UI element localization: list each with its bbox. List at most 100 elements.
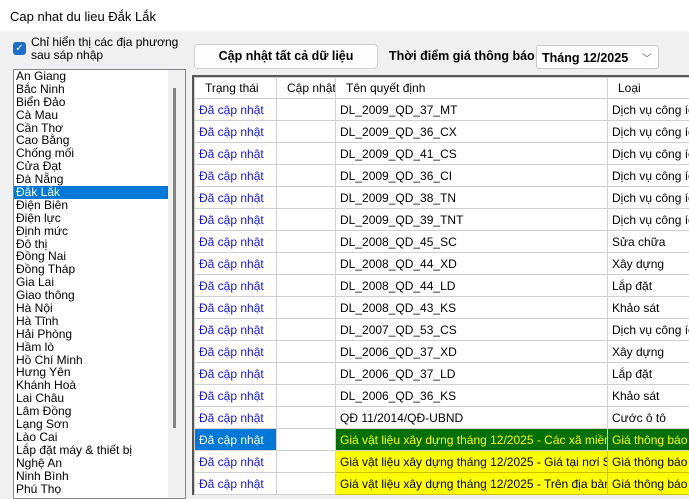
status-cell[interactable]: Đã cập nhật	[195, 473, 277, 495]
name-cell[interactable]: DL_2008_QD_45_SC	[336, 231, 608, 253]
update-cell[interactable]	[277, 143, 336, 165]
filter-checkbox-label[interactable]: Chỉ hiển thị các địa phương sau sáp nhập	[31, 36, 186, 62]
table-row[interactable]: Đã cập nhật Giá vật liệu xây dựng tháng 1…	[195, 473, 689, 495]
table-row[interactable]: Đã cập nhật Giá vật liệu xây dựng tháng 1…	[195, 429, 689, 451]
scrollbar-thumb[interactable]	[173, 88, 176, 428]
status-cell[interactable]: Đã cập nhật	[195, 99, 277, 121]
update-cell[interactable]	[277, 451, 336, 473]
filter-checkbox[interactable]: ✓	[13, 42, 26, 55]
update-cell[interactable]	[277, 231, 336, 253]
type-cell[interactable]: Dịch vụ công ích	[608, 165, 689, 187]
name-cell[interactable]: DL_2009_QD_37_MT	[336, 99, 608, 121]
type-cell[interactable]: Lắp đặt	[608, 275, 689, 297]
province-item[interactable]: Hà Tĩnh	[14, 315, 168, 328]
name-cell[interactable]: DL_2008_QD_44_LD	[336, 275, 608, 297]
type-cell[interactable]: Khảo sát	[608, 385, 689, 407]
type-cell[interactable]: Giá thông báo	[608, 429, 689, 451]
province-item[interactable]: Lào Cai	[14, 431, 168, 444]
province-item[interactable]: Ninh Bình	[14, 470, 168, 483]
type-cell[interactable]: Dịch vụ công ích	[608, 209, 689, 231]
type-cell[interactable]: Cước ô tô	[608, 407, 689, 429]
type-cell[interactable]: Lắp đặt	[608, 363, 689, 385]
name-cell[interactable]: DL_2009_QD_41_CS	[336, 143, 608, 165]
name-cell[interactable]: DL_2006_QD_37_LD	[336, 363, 608, 385]
update-cell[interactable]	[277, 407, 336, 429]
name-cell[interactable]: DL_2008_QD_43_KS	[336, 297, 608, 319]
province-item[interactable]: Điện Biên	[14, 199, 168, 212]
status-cell[interactable]: Đã cập nhật	[195, 209, 277, 231]
status-cell[interactable]: Đã cập nhật	[195, 429, 277, 451]
status-cell[interactable]: Đã cập nhật	[195, 253, 277, 275]
status-cell[interactable]: Đã cập nhật	[195, 319, 277, 341]
update-cell[interactable]	[277, 253, 336, 275]
update-cell[interactable]	[277, 187, 336, 209]
province-item[interactable]: Hầm lò	[14, 341, 168, 354]
update-cell[interactable]	[277, 385, 336, 407]
type-cell[interactable]: Giá thông báo	[608, 473, 689, 495]
type-cell[interactable]: Dịch vụ công ích	[608, 187, 689, 209]
province-item[interactable]: Hà Nội	[14, 302, 168, 315]
type-cell[interactable]: Dịch vụ công ích	[608, 121, 689, 143]
type-cell[interactable]: Dịch vụ công ích	[608, 143, 689, 165]
update-cell[interactable]	[277, 99, 336, 121]
type-cell[interactable]: Dịch vụ công ích	[608, 319, 689, 341]
decision-grid[interactable]: Trạng thái Cập nhật Tên quyết định Loại …	[192, 75, 689, 495]
name-cell[interactable]: Giá vật liệu xây dựng tháng 12/2025 - Gi…	[336, 451, 608, 473]
update-cell[interactable]	[277, 341, 336, 363]
status-cell[interactable]: Đã cập nhật	[195, 341, 277, 363]
province-item[interactable]: Định mức	[14, 225, 168, 238]
name-cell[interactable]: DL_2009_QD_36_CI	[336, 165, 608, 187]
update-cell[interactable]	[277, 165, 336, 187]
name-cell[interactable]: DL_2006_QD_37_XD	[336, 341, 608, 363]
status-cell[interactable]: Đã cập nhật	[195, 121, 277, 143]
column-header-update[interactable]: Cập nhật	[277, 78, 336, 99]
update-cell[interactable]	[277, 209, 336, 231]
province-item[interactable]: Phú Thọ	[14, 483, 168, 496]
status-cell[interactable]: Đã cập nhật	[195, 187, 277, 209]
update-cell[interactable]	[277, 275, 336, 297]
name-cell[interactable]: DL_2009_QD_39_TNT	[336, 209, 608, 231]
column-header-status[interactable]: Trạng thái	[195, 78, 277, 99]
status-cell[interactable]: Đã cập nhật	[195, 297, 277, 319]
province-item[interactable]: An Giang	[14, 70, 168, 83]
name-cell[interactable]: DL_2007_QD_53_CS	[336, 319, 608, 341]
status-cell[interactable]: Đã cập nhật	[195, 143, 277, 165]
province-item[interactable]: Biển Đảo	[14, 96, 168, 109]
province-item[interactable]: Hải Phòng	[14, 328, 168, 341]
province-item[interactable]: Lạng Sơn	[14, 418, 168, 431]
type-cell[interactable]: Xây dựng	[608, 253, 689, 275]
province-item[interactable]: Lắp đặt máy & thiết bị	[14, 444, 168, 457]
type-cell[interactable]: Dịch vụ công ích	[608, 99, 689, 121]
update-cell[interactable]	[277, 319, 336, 341]
update-cell[interactable]	[277, 473, 336, 495]
type-cell[interactable]: Sửa chữa	[608, 231, 689, 253]
name-cell[interactable]: DL_2006_QD_36_KS	[336, 385, 608, 407]
time-select[interactable]: Tháng 12/2025﹀	[536, 45, 659, 69]
update-cell[interactable]	[277, 429, 336, 451]
name-cell[interactable]: DL_2008_QD_44_XD	[336, 253, 608, 275]
name-cell[interactable]: DL_2009_QD_36_CX	[336, 121, 608, 143]
name-cell[interactable]: Giá vật liệu xây dựng tháng 12/2025 - Cá…	[336, 429, 608, 451]
update-cell[interactable]	[277, 121, 336, 143]
name-cell[interactable]: Giá vật liệu xây dựng tháng 12/2025 - Tr…	[336, 473, 608, 495]
update-cell[interactable]	[277, 297, 336, 319]
status-cell[interactable]: Đã cập nhật	[195, 231, 277, 253]
column-header-name[interactable]: Tên quyết định	[336, 78, 608, 99]
province-item[interactable]: Điện lực	[14, 212, 168, 225]
name-cell[interactable]: DL_2009_QD_38_TN	[336, 187, 608, 209]
status-cell[interactable]: Đã cập nhật	[195, 385, 277, 407]
